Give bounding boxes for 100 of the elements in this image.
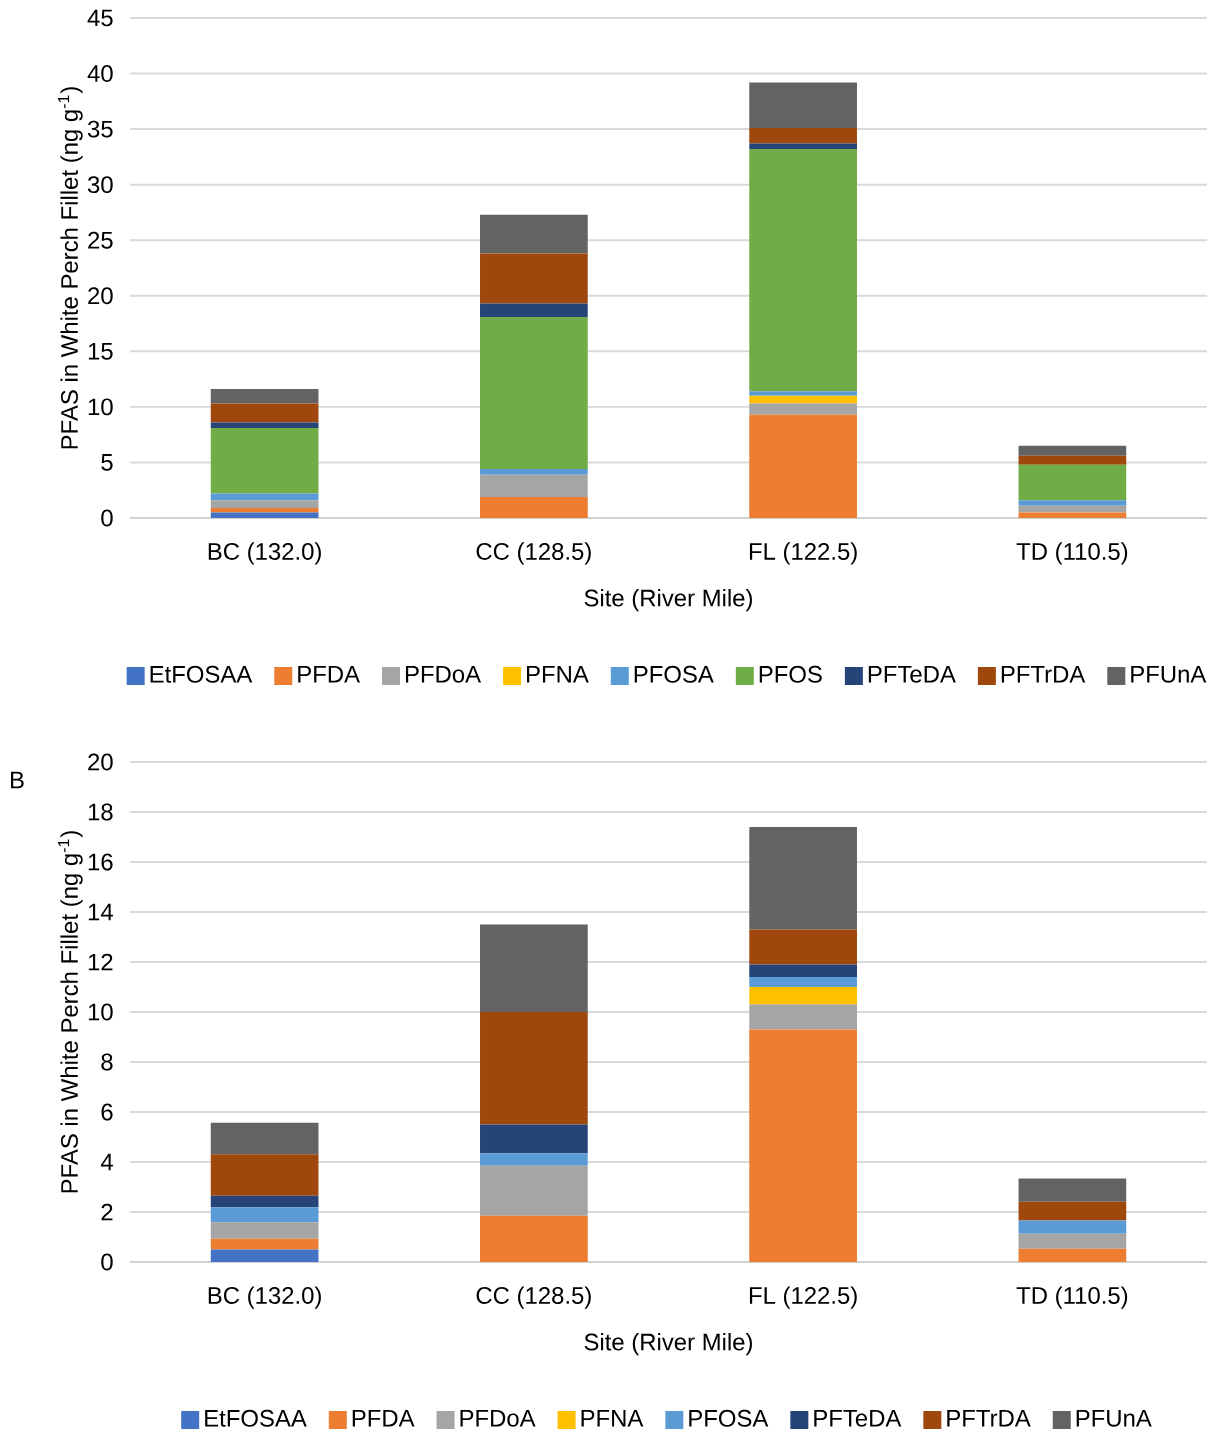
x-tick-label: FL (122.5) [749,1286,857,1309]
y-tick-label: 35 [87,120,113,138]
bar [749,143,857,150]
bar [480,1124,588,1154]
legend-label: PFUnA [1131,665,1207,683]
bar [749,82,857,128]
y-tick-label: 30 [87,176,113,194]
legend-label: PFOS [759,665,822,683]
legend-label: PFTeDA [814,1409,902,1427]
bar [749,391,857,396]
bar [1018,1248,1127,1262]
legend-label: PFNA [581,1409,644,1427]
bar [480,1165,588,1216]
bar [480,924,588,1012]
bar [480,469,588,475]
x-axis-title: Site (River Mile) [584,588,752,612]
y-tick-label: 15 [88,342,113,360]
bar [480,1012,588,1125]
legend-label: EtFOSAA [205,1409,307,1427]
bar [480,1153,588,1166]
legend-label: PFUnA [1076,1409,1152,1427]
y-axis-title: PFAS in White Perch Fillet (ng g$^{-1}$) [58,831,83,1193]
bar [1018,1220,1127,1234]
bar [749,395,857,404]
bar [749,127,857,144]
bar [210,1122,319,1155]
bar [210,403,319,423]
bar [210,1207,319,1223]
y-tick-label: 12 [88,953,113,971]
bar [210,389,319,404]
y-tick-label: 20 [88,753,113,771]
y-tick-label: 25 [88,231,113,249]
bar [749,149,857,392]
legend-label: PFTrDA [1001,665,1086,683]
bar [749,826,857,930]
bar [210,1238,319,1250]
y-tick-label: 0 [101,1253,113,1271]
legend-label: EtFOSAA [150,665,253,683]
bar [480,1215,588,1262]
y-tick-label: 5 [101,454,113,471]
bar [749,1029,857,1262]
text: B [10,771,24,789]
bar [480,474,588,497]
bar [1018,455,1127,465]
y-tick-label: 0 [101,509,113,527]
bar [749,403,857,415]
y-tick-label: 16 [88,853,113,871]
bar [210,1195,319,1208]
bar [1018,500,1127,506]
x-axis-title: Site (River Mile) [584,1333,752,1356]
y-tick-label: 2 [101,1203,113,1221]
bar [749,977,857,987]
y-tick-label: 14 [88,903,113,921]
y-tick-label: 18 [88,803,113,821]
bar [210,1154,319,1196]
x-tick-label: CC (128.5) [476,542,591,565]
y-tick-label: 8 [101,1053,113,1071]
legend-label: PFDA [298,665,360,683]
legend-label: PFDoA [405,665,482,683]
bar [210,422,319,428]
legend-label: PFDoA [460,1409,536,1427]
y-tick-label: 10 [88,1003,113,1021]
x-tick-label: TD (110.5) [1016,1286,1128,1309]
bar [1018,512,1127,518]
bar [210,500,319,508]
bar [480,496,588,518]
bar [480,303,588,317]
bar [749,414,857,518]
bar [1018,1178,1127,1202]
legend-label: PFDA [352,1409,415,1427]
y-tick-label: 10 [88,398,113,416]
bar [749,987,857,1005]
bar [1018,445,1127,456]
x-tick-label: BC (132.0) [208,1286,321,1309]
x-tick-label: TD (110.5) [1016,542,1128,565]
y-axis-title: PFAS in White Perch Fillet (ng g$^{-1}$) [58,87,83,449]
bar [749,1004,857,1030]
bar [749,964,857,977]
y-tick-label: 6 [101,1103,113,1121]
legend-label: PFOSA [689,1409,769,1427]
y-tick-label: 40 [87,65,113,82]
x-tick-label: CC (128.5) [476,1286,591,1309]
x-tick-label: FL (122.5) [749,542,857,565]
y-tick-label: 4 [100,1153,113,1171]
y-tick-label: 20 [88,287,113,305]
bar [749,929,857,965]
bar [1018,1233,1127,1249]
x-tick-label: BC (132.0) [208,542,321,565]
bar [210,1222,319,1239]
bar [480,253,588,304]
legend-label: PFTeDA [868,665,956,683]
legend-label: PFNA [527,665,589,683]
bar [1018,464,1127,501]
legend-label: PFOSA [634,665,714,683]
bar [480,316,588,470]
bar [480,214,588,254]
bar [210,512,319,518]
bar [1018,1201,1127,1221]
y-tick-label: 45 [87,9,113,27]
legend-label: PFTrDA [947,1409,1031,1427]
